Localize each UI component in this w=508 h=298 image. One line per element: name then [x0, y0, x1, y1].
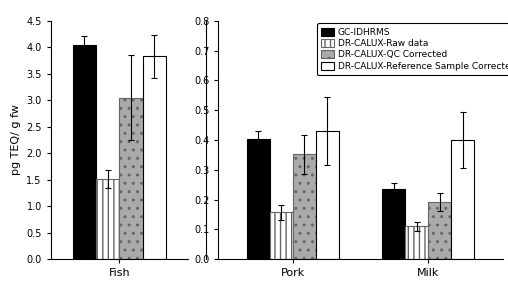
Bar	[405, 226, 428, 259]
Y-axis label: pg TEQ/ g fw: pg TEQ/ g fw	[11, 105, 21, 176]
Bar	[270, 212, 293, 259]
Bar	[383, 189, 405, 259]
Bar	[73, 45, 96, 259]
Bar	[119, 98, 143, 259]
Bar	[428, 202, 452, 259]
Bar	[316, 131, 339, 259]
Legend: GC-IDHRMS, DR-CALUX-Raw data, DR-CALUX-QC Corrected, DR-CALUX-Reference Sample C: GC-IDHRMS, DR-CALUX-Raw data, DR-CALUX-Q…	[317, 23, 508, 75]
Bar	[143, 56, 166, 259]
Bar	[452, 140, 474, 259]
Bar	[96, 179, 119, 259]
Bar	[247, 139, 270, 259]
Bar	[293, 154, 316, 259]
